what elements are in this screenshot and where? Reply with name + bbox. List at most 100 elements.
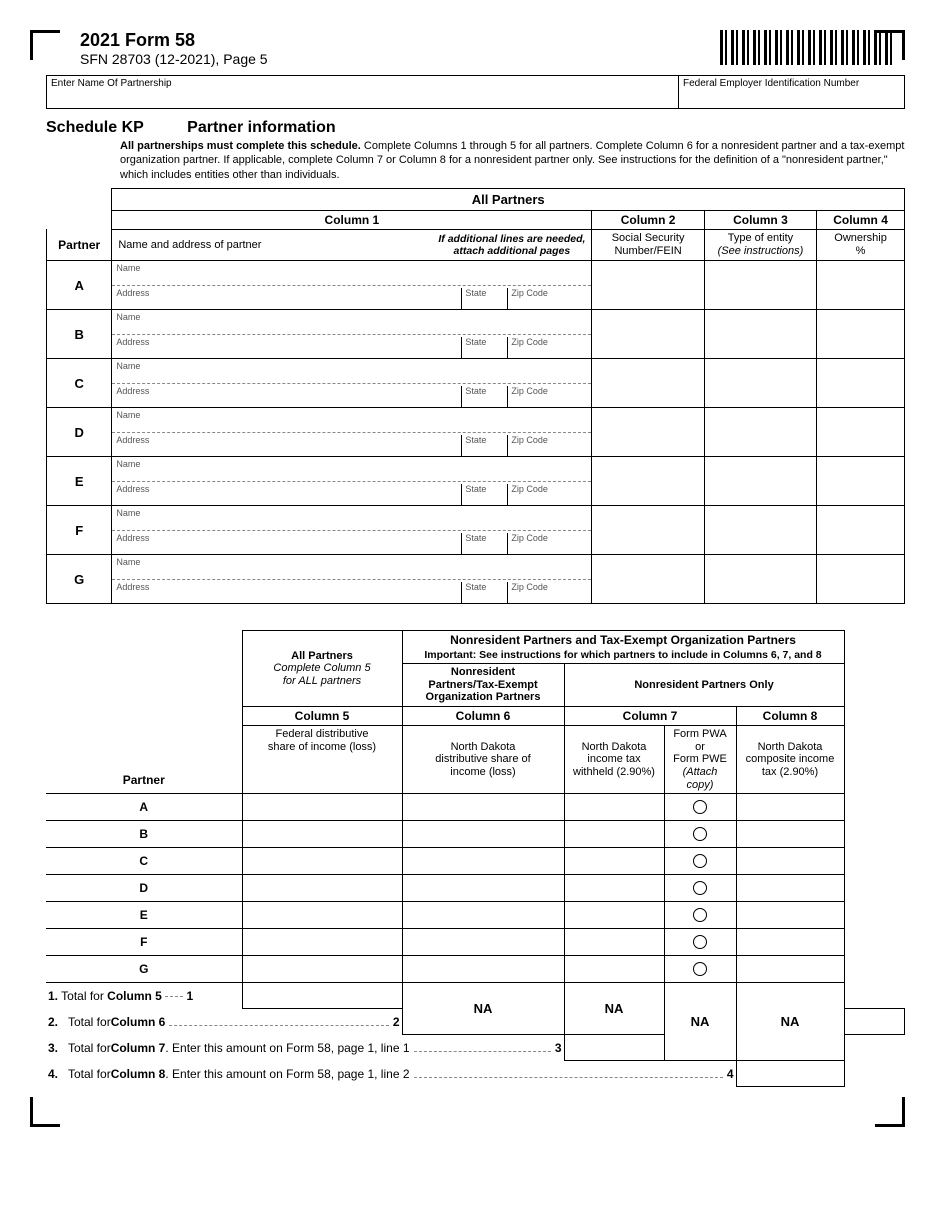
c6-l2: distributive share of xyxy=(435,753,530,765)
name-address-A[interactable]: Name Address State Zip Code xyxy=(112,261,592,310)
col6-D[interactable] xyxy=(402,875,564,902)
ownership-D[interactable] xyxy=(817,408,905,457)
total-col5-cell[interactable] xyxy=(242,983,402,1009)
pwa-checkbox-F[interactable] xyxy=(693,935,707,949)
col8-header: Column 8 xyxy=(736,706,844,725)
col4-desc2: % xyxy=(856,245,866,257)
ownership-F[interactable] xyxy=(817,506,905,555)
col5-A[interactable] xyxy=(242,794,402,821)
col8-D[interactable] xyxy=(736,875,844,902)
schedule-desc-bold: All partnerships must complete this sche… xyxy=(120,140,361,152)
t3-txt-b: Column 7 xyxy=(111,1041,166,1055)
pwa-checkbox-E[interactable] xyxy=(693,908,707,922)
ownership-A[interactable] xyxy=(817,261,905,310)
pwa-checkbox-B[interactable] xyxy=(693,827,707,841)
name-address-E[interactable]: Name Address State Zip Code xyxy=(112,457,592,506)
name-address-F[interactable]: Name Address State Zip Code xyxy=(112,506,592,555)
total-col7-cell[interactable] xyxy=(564,1035,664,1061)
entity-type-F[interactable] xyxy=(704,506,816,555)
col5-F[interactable] xyxy=(242,929,402,956)
ssn-fein-E[interactable] xyxy=(592,457,704,506)
partnership-name-field[interactable]: Enter Name Of Partnership xyxy=(47,76,679,108)
fein-field[interactable]: Federal Employer Identification Number xyxy=(679,76,904,108)
col6-A[interactable] xyxy=(402,794,564,821)
col7b-D[interactable] xyxy=(664,875,736,902)
partner-col-label: Partner xyxy=(47,229,112,260)
col7b-F[interactable] xyxy=(664,929,736,956)
ownership-E[interactable] xyxy=(817,457,905,506)
partner2-row-G: G xyxy=(46,956,242,983)
col6-G[interactable] xyxy=(402,956,564,983)
col7a-F[interactable] xyxy=(564,929,664,956)
col7a-A[interactable] xyxy=(564,794,664,821)
entity-type-B[interactable] xyxy=(704,310,816,359)
banner-bold: Nonresident Partners and Tax-Exempt Orga… xyxy=(450,633,796,647)
pwa-checkbox-C[interactable] xyxy=(693,854,707,868)
name-address-G[interactable]: Name Address State Zip Code xyxy=(112,555,592,604)
t4-marker: 4 xyxy=(727,1067,734,1081)
col7b-C[interactable] xyxy=(664,848,736,875)
ownership-C[interactable] xyxy=(817,359,905,408)
entity-type-A[interactable] xyxy=(704,261,816,310)
ssn-fein-F[interactable] xyxy=(592,506,704,555)
entity-type-D[interactable] xyxy=(704,408,816,457)
col7b-A[interactable] xyxy=(664,794,736,821)
col8-B[interactable] xyxy=(736,821,844,848)
ssn-fein-D[interactable] xyxy=(592,408,704,457)
partner-row-B: B xyxy=(47,310,112,359)
ssn-fein-G[interactable] xyxy=(592,555,704,604)
col6-E[interactable] xyxy=(402,902,564,929)
banner-sub: Important: See instructions for which pa… xyxy=(424,649,821,661)
ssn-fein-A[interactable] xyxy=(592,261,704,310)
entity-type-G[interactable] xyxy=(704,555,816,604)
name-address-B[interactable]: Name Address State Zip Code xyxy=(112,310,592,359)
partner-row-G: G xyxy=(47,555,112,604)
name-address-D[interactable]: Name Address State Zip Code xyxy=(112,408,592,457)
col6-B[interactable] xyxy=(402,821,564,848)
grp3: Nonresident Partners Only xyxy=(564,664,844,707)
col5-G[interactable] xyxy=(242,956,402,983)
col1-desc: Name and address of partner xyxy=(118,239,261,252)
pwa-checkbox-D[interactable] xyxy=(693,881,707,895)
col7a-G[interactable] xyxy=(564,956,664,983)
form-subtitle: SFN 28703 (12-2021), Page 5 xyxy=(80,51,268,67)
c8-l2: composite income xyxy=(746,753,835,765)
col5-C[interactable] xyxy=(242,848,402,875)
ownership-B[interactable] xyxy=(817,310,905,359)
entity-type-E[interactable] xyxy=(704,457,816,506)
col7b-B[interactable] xyxy=(664,821,736,848)
name-address-C[interactable]: Name Address State Zip Code xyxy=(112,359,592,408)
col7a-E[interactable] xyxy=(564,902,664,929)
col6-F[interactable] xyxy=(402,929,564,956)
total-col8-cell[interactable] xyxy=(736,1061,844,1087)
col8-A[interactable] xyxy=(736,794,844,821)
ownership-G[interactable] xyxy=(817,555,905,604)
col6-C[interactable] xyxy=(402,848,564,875)
total-col6-cell[interactable] xyxy=(844,1009,905,1035)
partners-table: All Partners Column 1 Column 2 Column 3 … xyxy=(46,188,905,604)
col7b-G[interactable] xyxy=(664,956,736,983)
col5-D[interactable] xyxy=(242,875,402,902)
partner2-row-F: F xyxy=(46,929,242,956)
col5-E[interactable] xyxy=(242,902,402,929)
pwa-checkbox-G[interactable] xyxy=(693,962,707,976)
col8-F[interactable] xyxy=(736,929,844,956)
col8-G[interactable] xyxy=(736,956,844,983)
t3-num: 3. xyxy=(48,1041,68,1055)
partner2-row-C: C xyxy=(46,848,242,875)
col5-B[interactable] xyxy=(242,821,402,848)
col7a-D[interactable] xyxy=(564,875,664,902)
pwa-checkbox-A[interactable] xyxy=(693,800,707,814)
ssn-fein-C[interactable] xyxy=(592,359,704,408)
ssn-fein-B[interactable] xyxy=(592,310,704,359)
c7a-l2: income tax xyxy=(587,753,640,765)
col3-desc2: (See instructions) xyxy=(718,245,804,257)
col8-C[interactable] xyxy=(736,848,844,875)
entity-type-C[interactable] xyxy=(704,359,816,408)
col7b-E[interactable] xyxy=(664,902,736,929)
col7a-B[interactable] xyxy=(564,821,664,848)
t2-txt-a: Total for xyxy=(68,1015,111,1029)
col7a-C[interactable] xyxy=(564,848,664,875)
col4-header: Column 4 xyxy=(817,210,905,229)
col8-E[interactable] xyxy=(736,902,844,929)
